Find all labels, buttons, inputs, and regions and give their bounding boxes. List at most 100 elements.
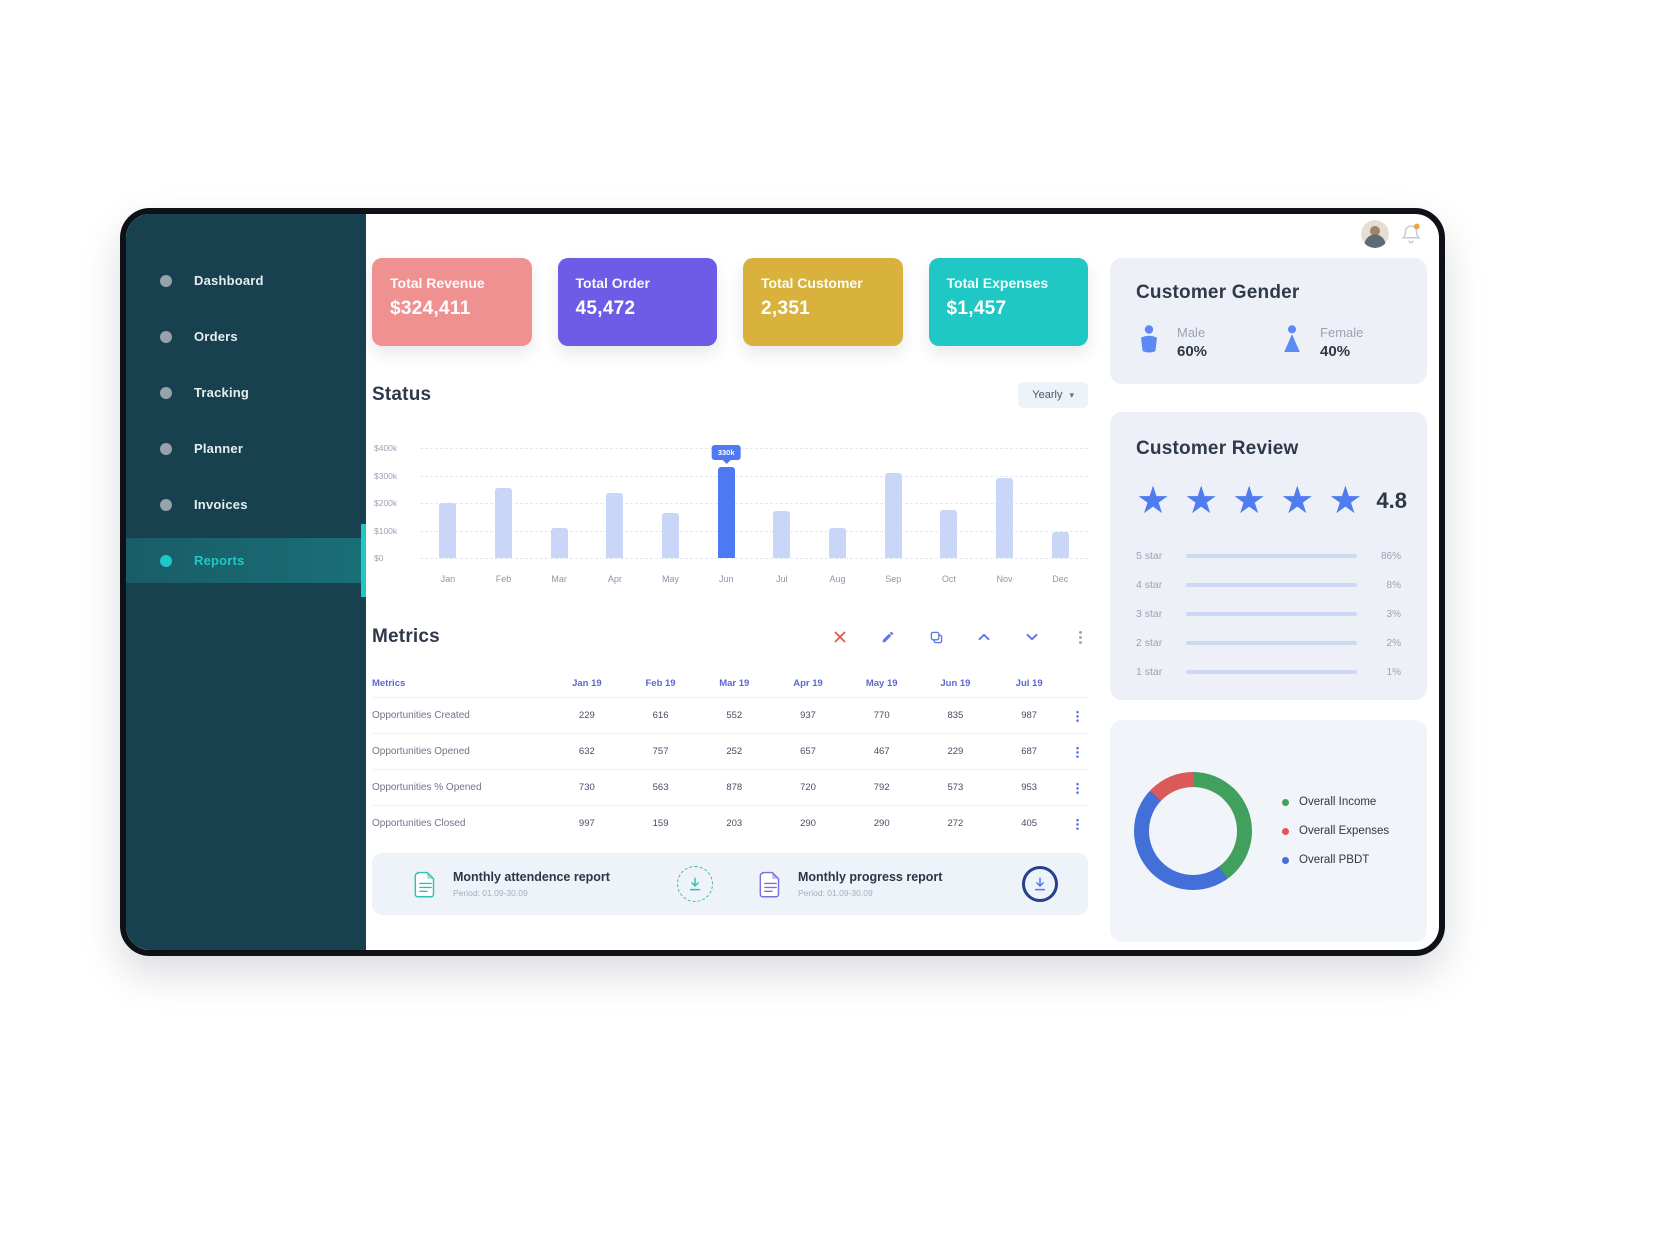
right-column: Customer Gender Male 60% Female 40% Custome… (1110, 258, 1427, 950)
sidebar-item-tracking[interactable]: Tracking (126, 370, 366, 415)
bar-slot-jan (420, 503, 476, 558)
male-icon (1136, 324, 1162, 360)
rating-row-3-star: 3 star 3% (1136, 608, 1401, 620)
x-axis-label-sep: Sep (885, 574, 902, 584)
copy-icon[interactable] (928, 629, 944, 645)
bar-feb[interactable] (495, 488, 512, 558)
report-period: Period: 01.09-30.09 (453, 888, 528, 898)
row-kebab-icon[interactable] (1066, 734, 1088, 769)
y-axis-tick: $400k (374, 443, 398, 453)
cell-value: 997 (578, 818, 595, 829)
sidebar-item-invoices[interactable]: Invoices (126, 482, 366, 527)
status-section: Status Yearly ▾ $400k $300k $200k $100k $0 33… (372, 382, 1088, 584)
bar-tooltip: 330k (711, 445, 741, 460)
cell-value: 203 (726, 818, 743, 829)
chevron-down-icon[interactable] (1024, 629, 1040, 645)
bar-apr[interactable] (606, 493, 624, 558)
rating-bar-track (1186, 583, 1357, 587)
document-icon (759, 871, 782, 898)
cell-value: 657 (800, 746, 816, 757)
rating-row-label: 2 star (1136, 637, 1163, 649)
summary-card-total-revenue: Total Revenue $324,411 (372, 258, 532, 346)
content: Total Revenue $324,411 Total Order 45,472 To… (366, 214, 1439, 950)
report-period: Period: 01.09-30.09 (798, 888, 873, 898)
rating-bar-track (1186, 554, 1357, 558)
row-kebab-icon[interactable] (1066, 806, 1088, 841)
card-value: 45,472 (575, 298, 636, 319)
gender-value: 40% (1320, 342, 1351, 360)
sidebar-item-dashboard[interactable]: Dashboard (126, 258, 366, 303)
rating-bar-track (1186, 670, 1357, 674)
bar-slot-nov (977, 478, 1033, 558)
table-row: Opportunities Closed 997 159 203 290 290 272 40… (372, 805, 1088, 841)
bar-sep[interactable] (884, 473, 902, 558)
bar-mar[interactable] (550, 528, 568, 558)
report-text: Monthly attendence report Period: 01.09-3… (453, 870, 610, 898)
column-header-spacer (1066, 676, 1088, 692)
kebab-icon[interactable] (1072, 629, 1088, 645)
row-kebab-icon[interactable] (1066, 698, 1088, 733)
status-title: Status (372, 384, 432, 405)
sidebar-item-planner[interactable]: Planner (126, 426, 366, 471)
bar-may[interactable] (662, 513, 680, 558)
row-label: Opportunities Opened (372, 746, 470, 757)
gender-stats: Male 60% Female 40% (1136, 324, 1401, 360)
sidebar-item-orders[interactable]: Orders (126, 314, 366, 359)
gridline (420, 448, 1088, 449)
rating-row-percent: 3% (1386, 608, 1401, 620)
bar-nov[interactable] (996, 478, 1014, 558)
nav-dot-icon (160, 330, 172, 343)
stars: ★ ★ ★ ★ ★ (1136, 482, 1376, 520)
cell-value: 272 (947, 818, 964, 829)
bar-oct[interactable] (940, 510, 958, 558)
edit-icon[interactable] (880, 629, 896, 645)
sidebar-item-label: Dashboard (194, 273, 264, 288)
card-value: $324,411 (390, 298, 471, 319)
close-icon[interactable] (832, 629, 848, 645)
cell-value: 953 (1021, 782, 1038, 793)
x-axis-label-jan: Jan (440, 574, 456, 584)
gridline (420, 558, 1088, 559)
bar-jun[interactable] (717, 467, 735, 558)
download-button[interactable] (677, 866, 713, 902)
gender-value: 60% (1177, 342, 1208, 360)
rating-row-label: 4 star (1136, 579, 1163, 591)
download-button[interactable] (1022, 866, 1058, 902)
user-avatar[interactable] (1361, 220, 1389, 248)
notification-bell-icon[interactable] (1401, 223, 1421, 245)
yearly-filter-dropdown[interactable]: Yearly ▾ (1018, 382, 1088, 408)
nav-dot-icon (160, 274, 172, 287)
table-row: Opportunities Opened 632 757 252 657 467 229 68… (372, 733, 1088, 769)
bar-aug[interactable] (829, 528, 847, 558)
avatar-image (1361, 220, 1389, 248)
column-header: Metrics (372, 678, 406, 689)
bar-dec[interactable] (1051, 532, 1069, 558)
rating-row-percent: 1% (1386, 666, 1401, 678)
chart-plot-area: $400k $300k $200k $100k $0 330k (374, 443, 1088, 563)
yearly-filter-label: Yearly (1032, 389, 1063, 401)
metrics-section: Metrics Metrics Jan 19 Feb 19 Mar 19 Apr 19 M… (372, 626, 1088, 841)
column-header: Apr 19 (793, 678, 823, 689)
report-item: Monthly attendence report Period: 01.09-3… (414, 866, 713, 902)
reports-bar: Monthly attendence report Period: 01.09-3… (372, 853, 1088, 915)
bar-jan[interactable] (439, 503, 457, 558)
cell-value: 552 (726, 710, 743, 721)
sidebar-item-reports[interactable]: Reports (126, 524, 366, 597)
bar-jul[interactable] (773, 511, 791, 558)
column-header: May 19 (865, 678, 898, 689)
star-rating: ★ ★ ★ ★ ★ 4.8 (1136, 482, 1407, 520)
bar-slot-feb (476, 488, 532, 558)
legend-dot (1282, 827, 1289, 835)
rating-row-2-star: 2 star 2% (1136, 637, 1401, 649)
chevron-up-icon[interactable] (976, 629, 992, 645)
row-kebab-icon[interactable] (1066, 770, 1088, 805)
gender-meta: Male 60% (1177, 325, 1207, 360)
x-axis-label-may: May (662, 574, 680, 584)
cell-value: 687 (1021, 746, 1038, 757)
column-header: Jan 19 (572, 678, 602, 689)
rating-row-label: 1 star (1136, 666, 1163, 678)
card-value: $1,457 (946, 298, 1007, 319)
cell-value: 987 (1021, 710, 1038, 721)
card-label: Total Expenses (946, 275, 1049, 291)
report-title: Monthly progress report (798, 870, 943, 884)
